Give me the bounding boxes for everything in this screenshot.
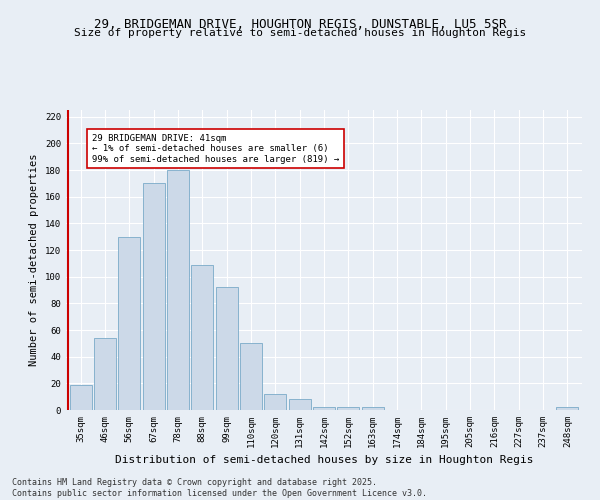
X-axis label: Distribution of semi-detached houses by size in Houghton Regis: Distribution of semi-detached houses by … [115, 456, 533, 466]
Text: 29 BRIDGEMAN DRIVE: 41sqm
← 1% of semi-detached houses are smaller (6)
99% of se: 29 BRIDGEMAN DRIVE: 41sqm ← 1% of semi-d… [92, 134, 339, 164]
Bar [215, 288, 238, 410]
Bar [70, 384, 92, 410]
Bar [265, 394, 286, 410]
Bar [191, 264, 213, 410]
Bar [289, 400, 311, 410]
Bar [337, 408, 359, 410]
Bar [556, 408, 578, 410]
Text: 29, BRIDGEMAN DRIVE, HOUGHTON REGIS, DUNSTABLE, LU5 5SR: 29, BRIDGEMAN DRIVE, HOUGHTON REGIS, DUN… [94, 18, 506, 30]
Bar [240, 344, 262, 410]
Text: Contains HM Land Registry data © Crown copyright and database right 2025.
Contai: Contains HM Land Registry data © Crown c… [12, 478, 427, 498]
Bar [313, 408, 335, 410]
Bar [167, 170, 189, 410]
Y-axis label: Number of semi-detached properties: Number of semi-detached properties [29, 154, 40, 366]
Bar [118, 236, 140, 410]
Bar [143, 184, 164, 410]
Bar [94, 338, 116, 410]
Bar [362, 408, 383, 410]
Text: Size of property relative to semi-detached houses in Houghton Regis: Size of property relative to semi-detach… [74, 28, 526, 38]
